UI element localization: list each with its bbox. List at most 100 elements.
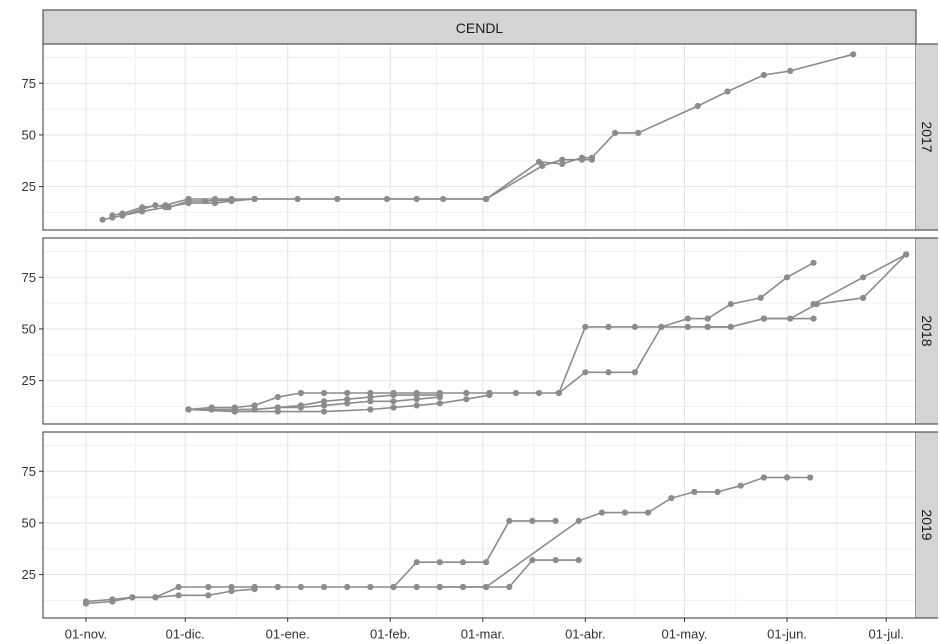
x-axis: 01-nov. 01-dic. 01-ene. 01-feb. 01-mar. 01-ab… — [65, 618, 904, 642]
series-line — [119, 156, 596, 219]
facet-label: 2018 — [919, 315, 935, 346]
data-point — [691, 488, 698, 495]
x-tick-label: 01-nov. — [65, 627, 107, 642]
x-tick-label: 01-abr. — [565, 627, 605, 642]
data-point — [621, 509, 629, 516]
series-line — [185, 392, 493, 415]
data-point — [578, 154, 586, 161]
series-path — [485, 476, 811, 588]
chart-title: CENDL — [456, 20, 504, 36]
data-point — [436, 583, 443, 591]
data-point — [297, 389, 304, 397]
data-point — [860, 294, 867, 301]
y-tick-label: 25 — [22, 179, 36, 194]
data-point — [459, 559, 467, 566]
data-point — [760, 474, 768, 481]
facet-strip — [916, 44, 938, 230]
data-point — [344, 400, 351, 407]
facet-label: 2019 — [919, 509, 935, 540]
data-point — [175, 583, 182, 591]
data-point — [436, 559, 443, 566]
data-point — [631, 323, 639, 330]
data-point — [635, 129, 642, 136]
data-point — [684, 323, 691, 330]
data-point — [367, 398, 374, 405]
data-point — [413, 396, 420, 403]
data-point — [413, 402, 420, 409]
panel-2018: 25 50 75 2018 — [22, 237, 938, 425]
data-point — [413, 389, 420, 397]
data-point — [582, 323, 589, 330]
data-point — [185, 198, 192, 205]
series-line — [82, 586, 258, 605]
data-point — [658, 323, 665, 330]
data-point — [436, 400, 443, 407]
data-point — [704, 323, 711, 330]
y-tick-label: 25 — [22, 567, 36, 582]
series-path — [85, 588, 255, 603]
data-point — [152, 202, 159, 209]
title-strip-background — [42, 9, 917, 45]
data-point — [274, 394, 281, 401]
x-tick-label: 01-feb. — [370, 627, 410, 642]
x-tick-label: 01-jul. — [869, 627, 904, 642]
data-point — [82, 598, 90, 605]
x-tick-label: 01-dic. — [166, 627, 205, 642]
data-point — [459, 583, 467, 591]
data-point — [231, 408, 238, 415]
data-point — [152, 594, 159, 601]
data-point — [668, 495, 675, 502]
data-point — [390, 583, 397, 591]
y-tick-label: 50 — [22, 515, 36, 530]
data-point — [807, 474, 814, 481]
data-point — [413, 583, 420, 591]
data-point — [552, 557, 559, 564]
data-point — [185, 406, 192, 413]
data-point — [390, 404, 397, 411]
series-line — [483, 474, 814, 591]
x-tick-label: 01-jun. — [767, 627, 807, 642]
data-point — [463, 396, 470, 403]
data-point — [367, 583, 374, 591]
title-strip: CENDL — [42, 9, 917, 45]
panel-2017: 25 50 75 2017 — [22, 43, 938, 231]
series-path — [489, 262, 814, 394]
data-point — [737, 482, 744, 489]
data-point — [529, 557, 536, 564]
data-point — [251, 586, 258, 593]
data-point — [390, 389, 397, 397]
data-point — [463, 389, 470, 397]
data-point — [208, 406, 215, 413]
data-point — [483, 195, 490, 203]
y-tick-label: 75 — [22, 464, 36, 479]
data-point — [321, 408, 328, 415]
data-point — [321, 389, 328, 397]
data-point — [559, 160, 566, 167]
y-tick-label: 75 — [22, 76, 36, 91]
panel-2019: 25 50 75 2019 — [22, 431, 938, 619]
series-path — [392, 520, 556, 588]
data-point — [860, 274, 867, 281]
data-point — [760, 71, 768, 79]
data-point — [582, 369, 589, 376]
data-point — [251, 195, 258, 203]
panels: 25 50 75 2017 25 50 75 2018 25 50 75 2019 — [22, 43, 938, 619]
data-point — [727, 301, 734, 308]
data-point — [552, 517, 559, 525]
data-point — [575, 557, 582, 564]
data-point — [727, 323, 734, 330]
facet-strip — [916, 238, 938, 424]
data-point — [757, 294, 764, 301]
data-point — [321, 583, 328, 591]
data-point — [109, 212, 116, 219]
data-point — [228, 195, 235, 203]
data-point — [109, 596, 116, 603]
series-line — [810, 251, 910, 308]
data-point — [436, 394, 443, 401]
data-point — [512, 389, 520, 397]
data-point — [714, 488, 721, 495]
x-tick-label: 01-may. — [662, 627, 708, 642]
data-point — [297, 404, 304, 411]
panel-background — [43, 432, 916, 618]
